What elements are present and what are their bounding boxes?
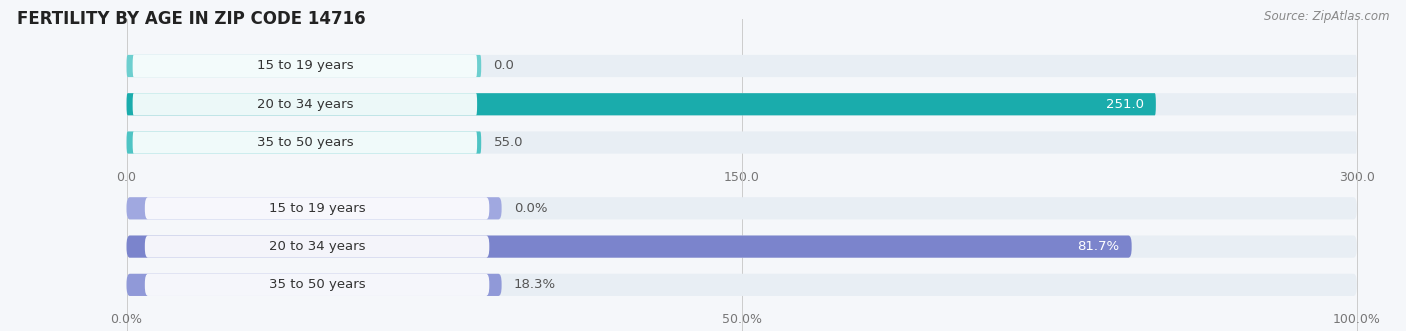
Circle shape — [129, 135, 131, 151]
Text: Source: ZipAtlas.com: Source: ZipAtlas.com — [1264, 10, 1389, 23]
Circle shape — [129, 96, 131, 112]
FancyBboxPatch shape — [132, 131, 477, 154]
FancyBboxPatch shape — [127, 55, 481, 77]
FancyBboxPatch shape — [127, 235, 1357, 258]
FancyBboxPatch shape — [145, 235, 489, 258]
Text: 35 to 50 years: 35 to 50 years — [269, 278, 366, 291]
Text: 18.3%: 18.3% — [515, 278, 555, 291]
Text: 15 to 19 years: 15 to 19 years — [256, 60, 353, 72]
Text: 81.7%: 81.7% — [1077, 240, 1119, 253]
Circle shape — [129, 58, 131, 74]
Circle shape — [134, 200, 138, 216]
Text: 0.0: 0.0 — [494, 60, 515, 72]
Text: 15 to 19 years: 15 to 19 years — [269, 202, 366, 215]
FancyBboxPatch shape — [127, 197, 502, 219]
FancyBboxPatch shape — [132, 93, 477, 116]
FancyBboxPatch shape — [127, 274, 502, 296]
FancyBboxPatch shape — [127, 274, 1357, 296]
FancyBboxPatch shape — [127, 55, 1357, 77]
Text: 55.0: 55.0 — [494, 136, 523, 149]
FancyBboxPatch shape — [127, 131, 481, 154]
FancyBboxPatch shape — [127, 197, 1357, 219]
Text: 0.0%: 0.0% — [515, 202, 547, 215]
Text: 251.0: 251.0 — [1105, 98, 1143, 111]
Text: 20 to 34 years: 20 to 34 years — [257, 98, 353, 111]
FancyBboxPatch shape — [145, 274, 489, 296]
Text: 20 to 34 years: 20 to 34 years — [269, 240, 366, 253]
FancyBboxPatch shape — [145, 197, 489, 219]
FancyBboxPatch shape — [127, 131, 1357, 154]
Text: FERTILITY BY AGE IN ZIP CODE 14716: FERTILITY BY AGE IN ZIP CODE 14716 — [17, 10, 366, 28]
FancyBboxPatch shape — [127, 235, 1132, 258]
FancyBboxPatch shape — [127, 93, 1357, 116]
Circle shape — [134, 239, 138, 255]
Text: 35 to 50 years: 35 to 50 years — [256, 136, 353, 149]
Circle shape — [134, 277, 138, 293]
FancyBboxPatch shape — [132, 55, 477, 77]
FancyBboxPatch shape — [127, 93, 1156, 116]
